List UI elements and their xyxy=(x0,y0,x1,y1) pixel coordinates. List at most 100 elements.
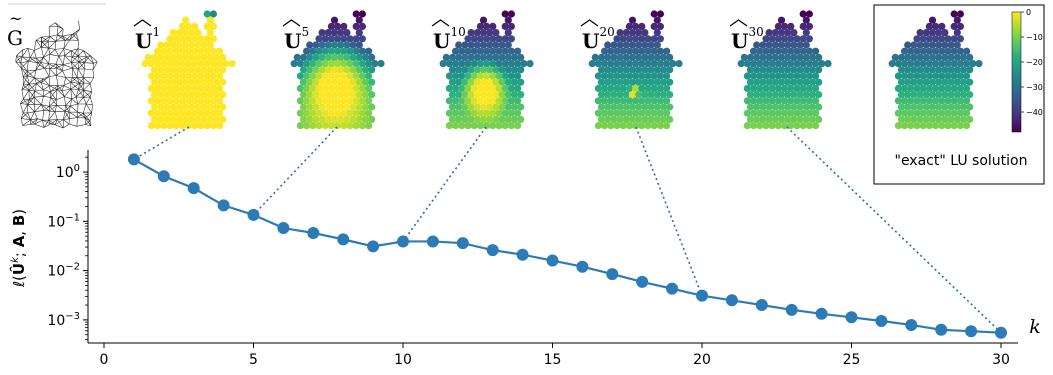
thumbnail-house-30-cell xyxy=(802,66,810,74)
thumbnail-house-20-cell xyxy=(610,53,618,62)
thumbnail-house-10-cell xyxy=(467,66,475,74)
thumbnail-house-20-cell xyxy=(628,78,637,86)
thumbnail-house-10-cell xyxy=(510,78,519,86)
thumbnail-house-30-cell xyxy=(750,109,758,117)
thumbnail-house-20-cell xyxy=(663,84,671,92)
thumbnail-house-20-cell xyxy=(641,91,649,99)
thumbnail-house-10-cell xyxy=(492,41,500,49)
thumbnail-house-10-cell xyxy=(464,35,472,43)
thumbnail-house-20-cell xyxy=(641,115,649,123)
thumbnail-house-5-cell xyxy=(340,22,348,30)
exact-house-cell xyxy=(944,84,952,92)
thumbnail-house-5-cell xyxy=(306,66,314,74)
exact-house-cell xyxy=(935,91,943,99)
exact-solution-inset: 0 −10 −20 −30 −40 "exact" LU solution xyxy=(873,4,1045,185)
thumbnail-house-30-cell xyxy=(771,103,779,111)
thumbnail-house-30-cell xyxy=(756,109,764,117)
thumbnail-house-30-cell xyxy=(799,109,807,117)
thumbnail-house-10-cell xyxy=(470,35,478,43)
thumbnail-house-5-cell xyxy=(306,41,314,49)
thumbnail-house-5-cell xyxy=(318,29,326,37)
exact-house-cell xyxy=(913,72,921,80)
thumbnail-house-20-cell xyxy=(607,109,615,117)
thumbnail-house-10-cell xyxy=(458,72,466,80)
thumbnail-house-1-cell xyxy=(154,122,162,130)
thumbnail-house-10-cell xyxy=(479,29,488,37)
thumbnail-house-10-cell xyxy=(461,91,469,99)
exact-house-cell xyxy=(907,72,915,80)
thumbnail-house-30-cell xyxy=(750,72,758,80)
exact-house-cell xyxy=(956,22,964,30)
thumbnail-house-1-cell xyxy=(157,41,165,49)
thumbnail-house-5-cell xyxy=(340,60,348,68)
thumbnail-house-20-cell xyxy=(607,97,615,105)
thumbnail-house-30-cell xyxy=(759,53,767,62)
thumbnail-house-10-cell xyxy=(476,72,484,80)
thumbnail-house-1-cell xyxy=(178,35,186,43)
exact-house-cell xyxy=(916,78,924,86)
thumbnail-house-30-cell xyxy=(808,91,817,99)
thumbnail-house-20-cell xyxy=(656,10,664,18)
loss-series xyxy=(127,153,1007,339)
colorbar-tick-label: −40 xyxy=(1026,108,1043,117)
thumbnail-house-30-cell xyxy=(777,115,786,123)
thumbnail-house-1-cell xyxy=(206,16,214,24)
thumbnail-house-30-cell xyxy=(753,103,761,111)
thumbnail-house-30-cell xyxy=(796,41,804,49)
thumbnail-house-1-cell xyxy=(157,66,165,74)
thumbnail-house-20-cell xyxy=(632,60,640,68)
exact-house-cell xyxy=(897,53,906,62)
thumbnail-house-30-cell xyxy=(787,60,795,68)
thumbnail-house-1-cell xyxy=(206,91,214,99)
thumbnail-house-20-cell xyxy=(622,115,630,123)
thumbnail-house-5-cell xyxy=(358,97,366,105)
thumbnail-house-30-cell xyxy=(756,97,764,105)
thumbnail-house-10-cell xyxy=(470,47,478,55)
thumbnail-house-20-cell xyxy=(647,41,655,49)
thumbnail-house-5-cell xyxy=(330,66,339,74)
exact-house-cell xyxy=(959,91,968,99)
exact-house-cell xyxy=(904,41,912,49)
thumbnail-house-10-cell xyxy=(507,22,515,30)
thumbnail-house-10-cell xyxy=(470,60,478,68)
thumbnail-house-20-cell xyxy=(625,122,633,130)
thumbnail-house-1-cell xyxy=(209,109,217,117)
thumbnail-house-10-cell xyxy=(467,115,475,123)
exact-house-cell xyxy=(941,41,949,49)
thumbnail-house-10-cell xyxy=(461,66,469,74)
thumbnail-house-5-cell xyxy=(346,109,354,117)
thumbnail-house-20-cell xyxy=(628,29,637,37)
thumbnail-house-30-cell xyxy=(777,29,786,37)
exact-house-cell xyxy=(919,122,927,130)
thumbnail-house-10-cell xyxy=(479,91,488,99)
y-axis-label: ℓ(Ûk; A, B) xyxy=(9,209,28,288)
thumbnail-house-1-cell xyxy=(222,60,230,68)
data-point-k17 xyxy=(606,268,619,281)
thumbnail-house-1-cell xyxy=(169,66,177,74)
thumbnail-house-30-cell xyxy=(805,72,813,80)
thumbnail-house-30-cell xyxy=(796,115,804,123)
exact-house-cell xyxy=(938,35,946,43)
thumbnail-house-30-cell xyxy=(762,122,770,130)
thumbnail-house-10-cell xyxy=(461,103,469,111)
exact-house-cell xyxy=(913,60,921,68)
thumbnail-house-1-cell xyxy=(147,122,155,130)
thumbnail-house-1-cell xyxy=(181,103,190,111)
thumbnail-house-30-cell xyxy=(787,72,795,80)
thumbnail-house-10-cell xyxy=(504,91,512,99)
exact-house-cell xyxy=(950,109,958,117)
thumbnail-house-5-cell xyxy=(346,84,354,92)
thumbnail-house-5-cell xyxy=(312,53,320,62)
thumbnail-house-1-cell xyxy=(219,66,227,74)
thumbnail-house-1-cell xyxy=(175,115,183,123)
thumbnail-house-10-cell xyxy=(467,78,475,86)
thumbnail-house-5-cell xyxy=(315,72,323,80)
thumbnail-house-10-cell xyxy=(452,60,460,68)
thumbnail-house-30-cell xyxy=(812,47,820,55)
exact-house-cell xyxy=(922,115,930,123)
thumbnail-house-5-cell xyxy=(299,53,308,62)
thumbnail-house-5-cell xyxy=(324,91,332,99)
thumbnail-house-10-cell xyxy=(517,78,525,86)
thumbnail-house-10-cell xyxy=(489,35,497,43)
thumbnail-house-30-cell xyxy=(784,115,792,123)
